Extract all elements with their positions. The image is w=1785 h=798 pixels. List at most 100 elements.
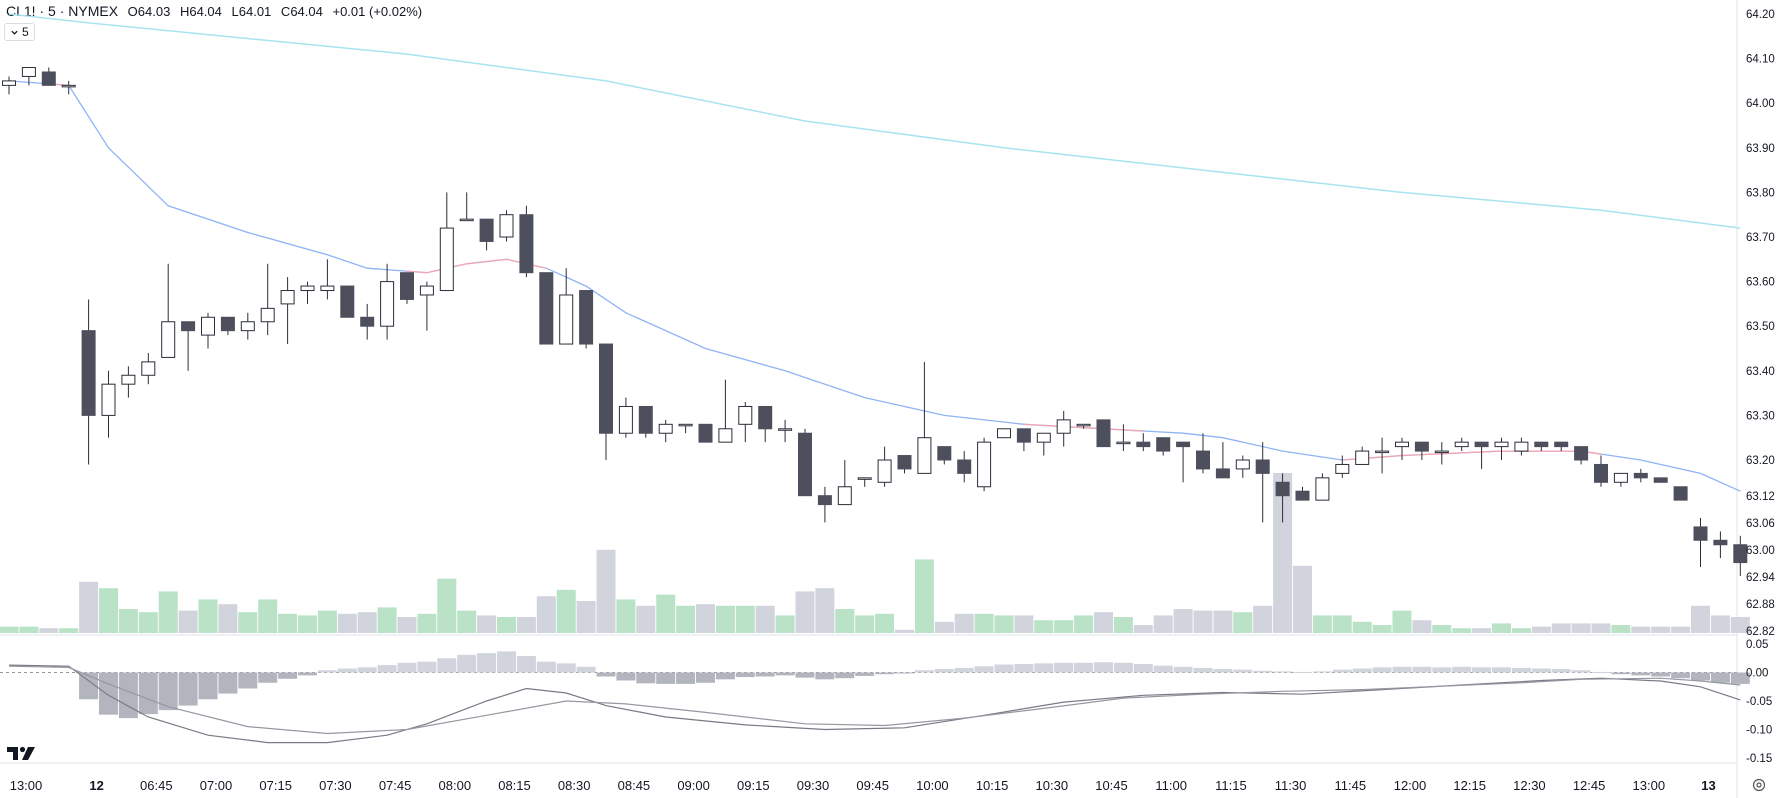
- candle-up[interactable]: [1036, 432, 1051, 443]
- macd-histogram-bar: [1253, 670, 1273, 673]
- candle-up[interactable]: [260, 307, 275, 323]
- candle-down[interactable]: [1215, 468, 1230, 479]
- candle-down[interactable]: [579, 290, 594, 345]
- candle-up[interactable]: [1613, 472, 1628, 483]
- candle-up[interactable]: [877, 459, 892, 483]
- candle-up[interactable]: [837, 486, 852, 506]
- candle-down[interactable]: [479, 218, 494, 242]
- candle-down[interactable]: [1653, 477, 1668, 483]
- candle-down[interactable]: [638, 405, 653, 434]
- candle-up[interactable]: [1076, 423, 1091, 427]
- candle-down[interactable]: [758, 405, 773, 430]
- candle-up[interactable]: [1235, 459, 1250, 470]
- candle-up[interactable]: [1375, 450, 1390, 454]
- candle-down[interactable]: [1534, 441, 1549, 448]
- tradingview-logo[interactable]: [7, 745, 37, 761]
- candle-up[interactable]: [320, 285, 335, 292]
- candle-down[interactable]: [1156, 437, 1171, 452]
- volume-bar: [1730, 617, 1750, 633]
- candle-down[interactable]: [1196, 450, 1210, 470]
- candle-up[interactable]: [1116, 441, 1131, 445]
- candle-up[interactable]: [678, 423, 693, 427]
- candle-down[interactable]: [1016, 428, 1031, 443]
- candle-up[interactable]: [61, 84, 76, 88]
- candle-up[interactable]: [1454, 441, 1469, 448]
- candle-up[interactable]: [559, 294, 574, 345]
- candle-down[interactable]: [1275, 481, 1290, 497]
- candle-down[interactable]: [1295, 490, 1310, 501]
- candle-down[interactable]: [1733, 544, 1748, 564]
- candle-down[interactable]: [1176, 441, 1191, 448]
- gear-icon[interactable]: [1752, 778, 1766, 792]
- candle-up[interactable]: [201, 316, 215, 336]
- candle-down[interactable]: [539, 272, 554, 345]
- candle-up[interactable]: [618, 405, 633, 434]
- candle-down[interactable]: [400, 272, 414, 300]
- candle-down[interactable]: [360, 316, 375, 327]
- candle-up[interactable]: [857, 477, 872, 480]
- volume-bar: [1273, 473, 1293, 633]
- candle-down[interactable]: [798, 432, 812, 497]
- candle-up[interactable]: [738, 405, 753, 425]
- candle-up[interactable]: [21, 67, 36, 77]
- candle-down[interactable]: [1414, 441, 1429, 452]
- candle-up[interactable]: [380, 281, 395, 327]
- candle-up[interactable]: [280, 290, 295, 305]
- candle-down[interactable]: [1554, 441, 1569, 448]
- candle-down[interactable]: [957, 459, 972, 474]
- candle-up[interactable]: [499, 214, 514, 238]
- candle-up[interactable]: [997, 428, 1011, 439]
- candle-down[interactable]: [1594, 463, 1608, 483]
- candle-down[interactable]: [41, 71, 56, 86]
- candle-up[interactable]: [1514, 441, 1529, 452]
- candle-down[interactable]: [1633, 472, 1648, 479]
- candle-down[interactable]: [81, 330, 96, 416]
- candle-up[interactable]: [300, 285, 315, 292]
- candle-up[interactable]: [161, 321, 176, 358]
- candle-up[interactable]: [1494, 441, 1509, 448]
- symbol-title[interactable]: CL1! · 5 · NYMEX: [6, 3, 119, 19]
- candle-down[interactable]: [1713, 539, 1728, 546]
- candle-down[interactable]: [519, 214, 534, 274]
- candle-up[interactable]: [1395, 441, 1409, 448]
- candle-up[interactable]: [2, 80, 16, 86]
- macd-histogram-bar: [755, 672, 775, 677]
- candle-down[interactable]: [1474, 441, 1489, 448]
- candle-down[interactable]: [1136, 441, 1151, 448]
- candle-up[interactable]: [101, 383, 116, 416]
- macd-histogram-bar: [895, 672, 914, 674]
- candle-down[interactable]: [599, 343, 613, 434]
- candle-down[interactable]: [1255, 459, 1270, 474]
- candle-up[interactable]: [718, 428, 733, 443]
- candle-down[interactable]: [817, 495, 832, 506]
- candle-down[interactable]: [1574, 446, 1589, 461]
- candle-up[interactable]: [1434, 450, 1449, 454]
- candle-up[interactable]: [141, 361, 156, 376]
- candle-down[interactable]: [181, 321, 196, 332]
- candle-up[interactable]: [121, 374, 136, 385]
- candle-up[interactable]: [778, 428, 793, 431]
- candle-up[interactable]: [917, 437, 932, 474]
- candle-down[interactable]: [340, 285, 355, 318]
- candle-down[interactable]: [220, 316, 235, 332]
- candle-down[interactable]: [897, 455, 912, 470]
- interval-toggle-button[interactable]: 5: [4, 23, 35, 41]
- candle-up[interactable]: [240, 321, 255, 332]
- candle-up[interactable]: [439, 227, 454, 292]
- candle-down[interactable]: [1693, 526, 1708, 541]
- time-axis-tick-label: 09:30: [797, 778, 830, 793]
- candle-down[interactable]: [1673, 486, 1688, 501]
- candle-up[interactable]: [1355, 450, 1370, 465]
- candle-up[interactable]: [419, 285, 434, 296]
- candle-up[interactable]: [977, 441, 992, 488]
- candle-up[interactable]: [1315, 477, 1330, 501]
- candle-up[interactable]: [658, 423, 673, 434]
- candle-down[interactable]: [937, 446, 952, 461]
- candle-up[interactable]: [1335, 463, 1350, 474]
- candle-up[interactable]: [459, 218, 474, 222]
- candle-down[interactable]: [1096, 419, 1111, 448]
- candle-up[interactable]: [1056, 419, 1071, 434]
- candle-down[interactable]: [698, 423, 713, 443]
- volume-bar: [397, 617, 417, 633]
